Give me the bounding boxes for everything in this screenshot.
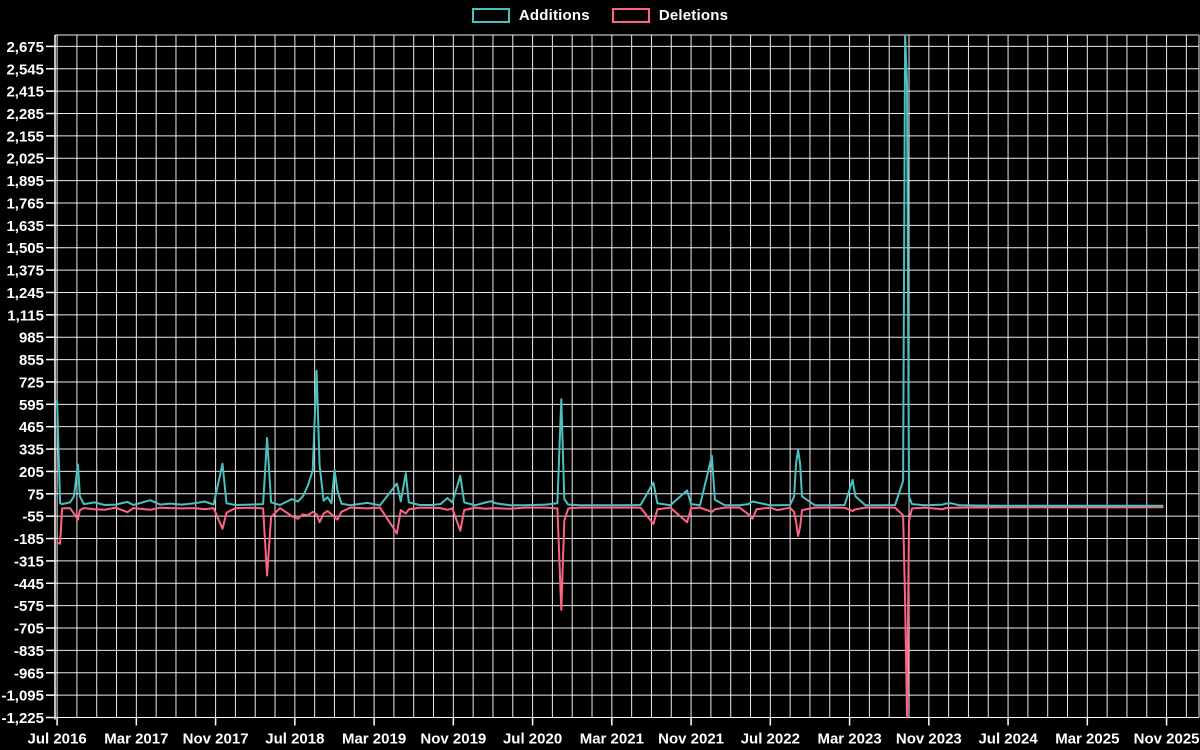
y-axis-label: 205 (19, 464, 44, 481)
y-axis-label: -965 (14, 665, 44, 682)
additions-swatch-icon (471, 8, 510, 23)
x-axis-label: Mar 2017 (104, 731, 168, 748)
x-axis-label: Mar 2023 (817, 731, 881, 748)
y-axis-label: -315 (14, 553, 44, 570)
deletions-swatch-icon (611, 8, 650, 23)
y-axis-label: -575 (14, 598, 44, 615)
y-axis-label: 2,545 (6, 61, 44, 78)
y-axis-label: -705 (14, 621, 44, 638)
y-axis-label: 75 (27, 486, 44, 503)
y-axis-label: 1,245 (6, 285, 44, 302)
legend-label-deletions: Deletions (658, 7, 729, 24)
x-axis-label: Nov 2017 (183, 731, 249, 748)
x-axis-label: Jul 2022 (741, 731, 800, 748)
y-axis-label: -1,095 (1, 688, 44, 705)
y-axis-label: 595 (19, 397, 44, 414)
legend-item-additions[interactable]: Additions (471, 7, 590, 24)
x-axis-label: Jul 2018 (265, 731, 324, 748)
x-axis-label: Nov 2023 (896, 731, 962, 748)
y-axis-label: 2,675 (6, 39, 44, 56)
x-axis-label: Jul 2016 (27, 731, 86, 748)
y-axis-label: -1,225 (1, 710, 44, 727)
grid-lines (55, 34, 1200, 718)
y-axis-label: 985 (19, 330, 44, 347)
y-axis-label: 725 (19, 374, 44, 391)
y-axis-label: 2,415 (6, 84, 44, 101)
y-axis-label: 1,895 (6, 173, 44, 190)
y-axis-label: 855 (19, 352, 44, 369)
y-axis-label: 2,025 (6, 151, 44, 168)
x-axis-label: Mar 2025 (1055, 731, 1119, 748)
legend-item-deletions[interactable]: Deletions (611, 7, 729, 24)
y-axis-label: -55 (22, 509, 44, 526)
axis-ticks (46, 35, 1168, 726)
legend-label-additions: Additions (518, 7, 590, 24)
y-axis-label: 1,115 (7, 307, 44, 324)
x-axis-label: Jul 2024 (978, 731, 1038, 748)
x-axis-label: Mar 2021 (580, 731, 644, 748)
additions-line (56, 35, 1164, 507)
y-axis-label: 1,635 (6, 218, 44, 235)
y-axis-label: 1,765 (6, 195, 44, 212)
y-axis-label: 335 (19, 442, 44, 459)
x-axis-label: Nov 2025 (1134, 731, 1200, 748)
x-axis-label: Jul 2020 (503, 731, 562, 748)
y-axis-label: 2,285 (6, 106, 44, 123)
legend: Additions Deletions (0, 7, 1200, 24)
y-axis-label: 1,505 (6, 240, 44, 257)
deletions-line (56, 506, 1164, 718)
x-axis-label: Nov 2021 (658, 731, 724, 748)
y-axis-label: -185 (14, 531, 44, 548)
y-axis-label: 2,155 (6, 128, 44, 145)
y-axis-label: 1,375 (6, 263, 44, 280)
x-axis-label: Mar 2019 (342, 731, 406, 748)
y-axis-label: -835 (14, 643, 44, 660)
axis-labels: 2,675 2,545 2,415 2,285 2,155 2,025 1,895 1,765… (1, 39, 1199, 748)
y-axis-label: -445 (14, 576, 44, 593)
series (56, 35, 1164, 718)
x-axis-label: Nov 2019 (420, 731, 486, 748)
y-axis-label: 465 (19, 419, 44, 436)
